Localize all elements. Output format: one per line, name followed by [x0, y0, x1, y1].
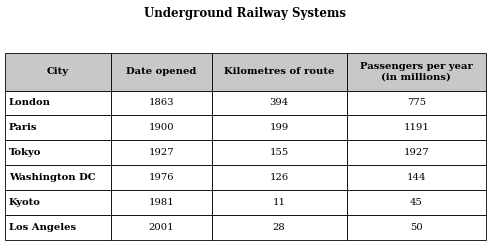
Text: 45: 45: [410, 198, 423, 207]
Text: Kilometres of route: Kilometres of route: [224, 67, 334, 76]
Text: 775: 775: [407, 98, 426, 107]
Text: 394: 394: [270, 98, 289, 107]
Text: Passengers per year
(in millions): Passengers per year (in millions): [360, 62, 473, 82]
Text: 1900: 1900: [148, 123, 174, 132]
Text: 199: 199: [270, 123, 289, 132]
Text: 11: 11: [273, 198, 286, 207]
Text: Washington DC: Washington DC: [9, 173, 95, 182]
Text: 50: 50: [410, 223, 423, 232]
Text: Date opened: Date opened: [126, 67, 196, 76]
Text: 28: 28: [273, 223, 286, 232]
Text: 1976: 1976: [149, 173, 174, 182]
Text: 126: 126: [270, 173, 289, 182]
Text: 2001: 2001: [148, 223, 174, 232]
Text: 1191: 1191: [404, 123, 429, 132]
Text: 1927: 1927: [148, 148, 174, 157]
Text: 144: 144: [407, 173, 426, 182]
Text: 1981: 1981: [148, 198, 174, 207]
Text: 1927: 1927: [404, 148, 429, 157]
Text: London: London: [9, 98, 51, 107]
Text: Paris: Paris: [9, 123, 37, 132]
Text: Kyoto: Kyoto: [9, 198, 41, 207]
Text: Tokyo: Tokyo: [9, 148, 41, 157]
Text: Los Angeles: Los Angeles: [9, 223, 76, 232]
Text: 1863: 1863: [149, 98, 174, 107]
Text: Underground Railway Systems: Underground Railway Systems: [144, 7, 347, 20]
Text: 155: 155: [270, 148, 289, 157]
Text: City: City: [47, 67, 69, 76]
